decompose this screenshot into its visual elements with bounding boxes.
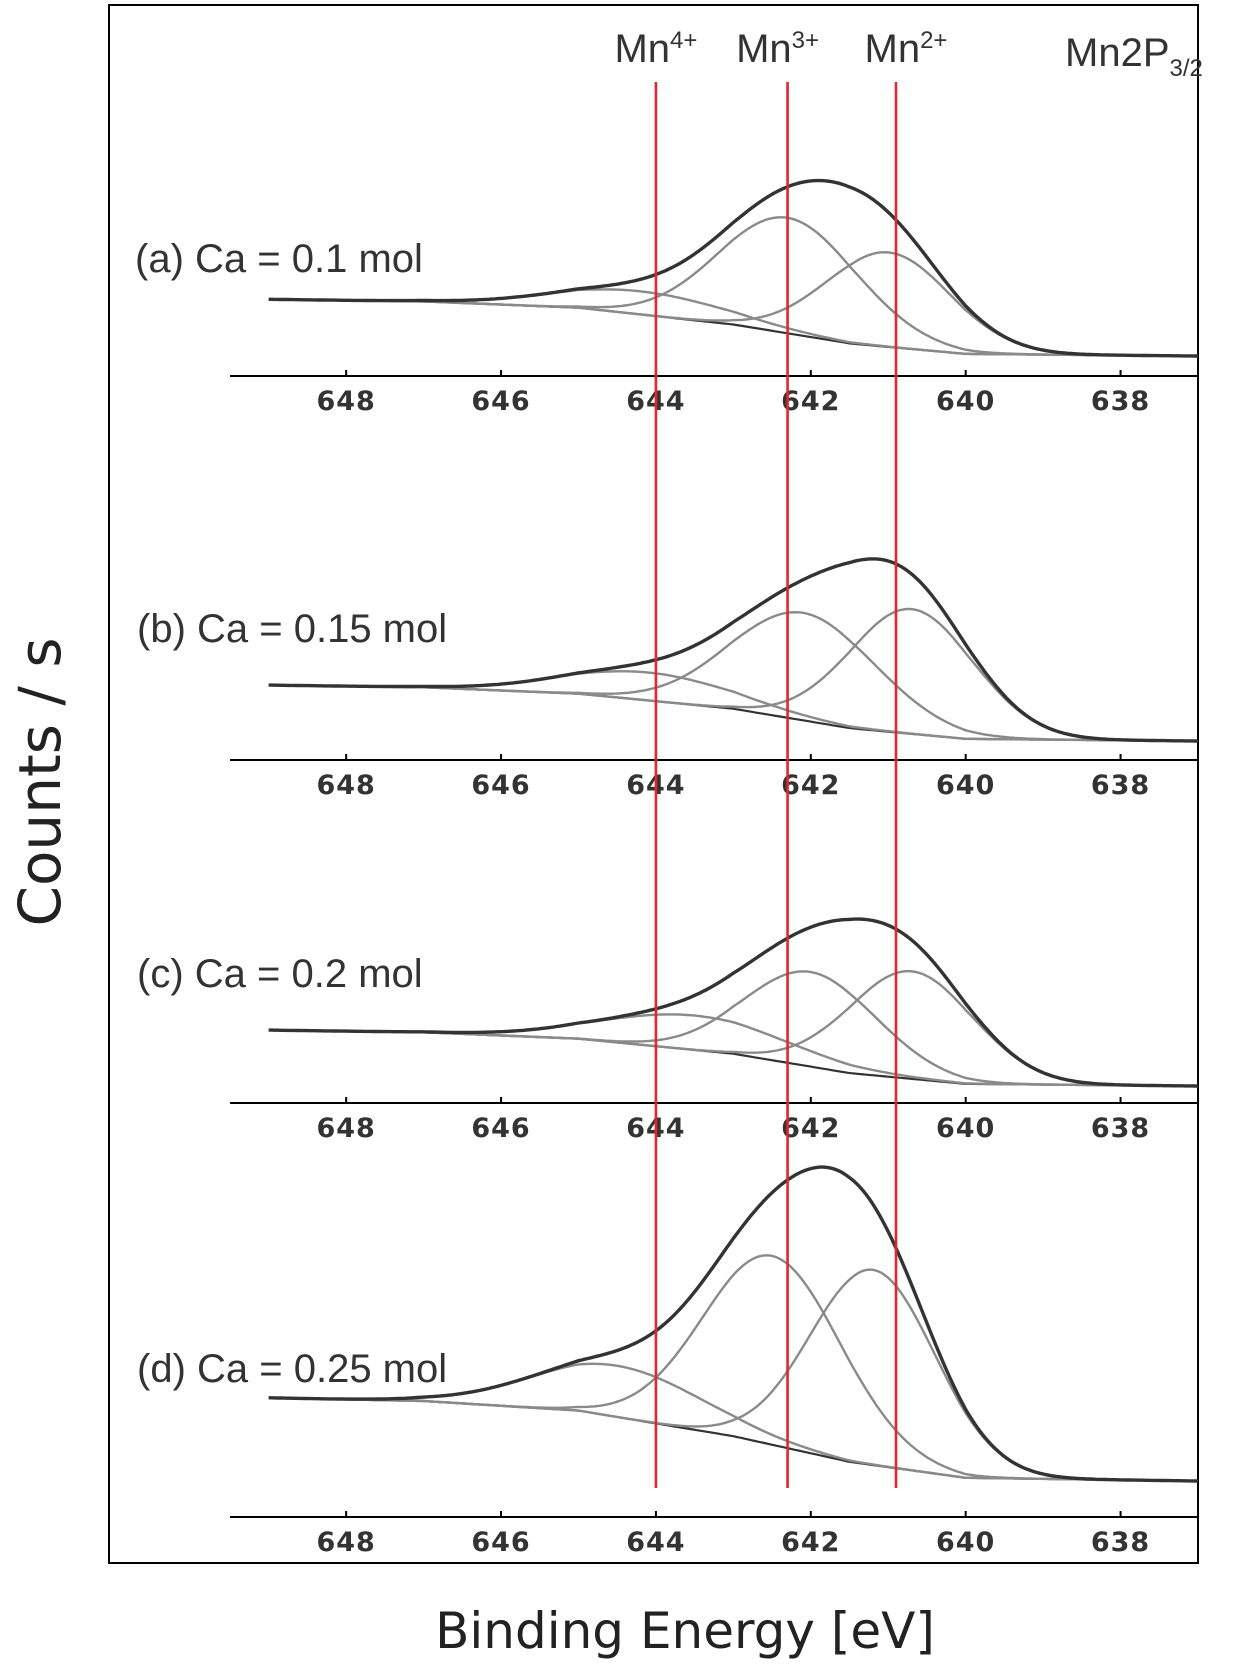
core-level-title: Mn2P3/2: [1065, 31, 1203, 82]
x-tick-label: 646: [471, 386, 530, 417]
oxidation-state-label: Mn2+: [865, 27, 948, 71]
x-tick-label: 640: [936, 386, 995, 417]
x-tick-label: 644: [626, 1527, 685, 1558]
x-tick-label: 642: [781, 1527, 840, 1558]
oxidation-state-label: Mn3+: [736, 27, 819, 71]
x-tick-label: 640: [936, 1527, 995, 1558]
x-tick-label: 642: [781, 1113, 840, 1144]
x-tick-label: 648: [316, 770, 375, 801]
xps-panel: 648 646 644 642 640 638(b) Ca = 0.15 mol: [137, 557, 1198, 801]
panel-label: (c) Ca = 0.2 mol: [137, 952, 423, 996]
x-tick-label: 646: [471, 770, 530, 801]
x-tick-label: 640: [936, 1113, 995, 1144]
reference-lines: Mn4+ Mn3+ Mn2+: [614, 27, 947, 1488]
x-tick-label: 642: [781, 386, 840, 417]
x-tick-label: 638: [1091, 1527, 1150, 1558]
panel-label: (d) Ca = 0.25 mol: [137, 1347, 447, 1391]
background-curve: [268, 298, 1198, 358]
chart-frame: [108, 4, 1199, 1564]
xps-panel: 648 646 644 642 640 638(c) Ca = 0.2 mol: [137, 917, 1198, 1144]
x-tick-label: 638: [1091, 770, 1150, 801]
xps-panel: 648 646 644 642 640 638 (d) Ca = 0.25 mol: [137, 1165, 1198, 1558]
oxidation-state-label: Mn4+: [614, 27, 697, 71]
y-axis-title: Counts / s: [6, 637, 74, 926]
x-tick-label: 640: [936, 770, 995, 801]
background-curve: [268, 1396, 1198, 1483]
envelope-curve: [268, 178, 1198, 358]
envelope-curve: [268, 557, 1198, 743]
x-tick-label: 638: [1091, 1113, 1150, 1144]
envelope-curve: [268, 1165, 1198, 1483]
panel-label: (a) Ca = 0.1 mol: [135, 237, 423, 281]
x-tick-label: 648: [316, 1527, 375, 1558]
panel-label: (b) Ca = 0.15 mol: [137, 607, 447, 651]
x-axis-title: Binding Energy [eV]: [435, 1602, 935, 1660]
x-tick-label: 642: [781, 770, 840, 801]
envelope-curve: [268, 917, 1198, 1088]
xps-panel: 648 646 644 642 640 638(a) Ca = 0.1 mol: [135, 178, 1198, 417]
x-tick-label: 638: [1091, 386, 1150, 417]
x-tick-label: 648: [316, 1113, 375, 1144]
x-tick-label: 646: [471, 1527, 530, 1558]
component-peak-mn4plus: [268, 1013, 1198, 1088]
x-tick-label: 648: [316, 386, 375, 417]
x-tick-label: 646: [471, 1113, 530, 1144]
panels-layer: 648 646 644 642 640 638 (a) Ca = 0.1 mol 648 646…: [135, 178, 1198, 1558]
